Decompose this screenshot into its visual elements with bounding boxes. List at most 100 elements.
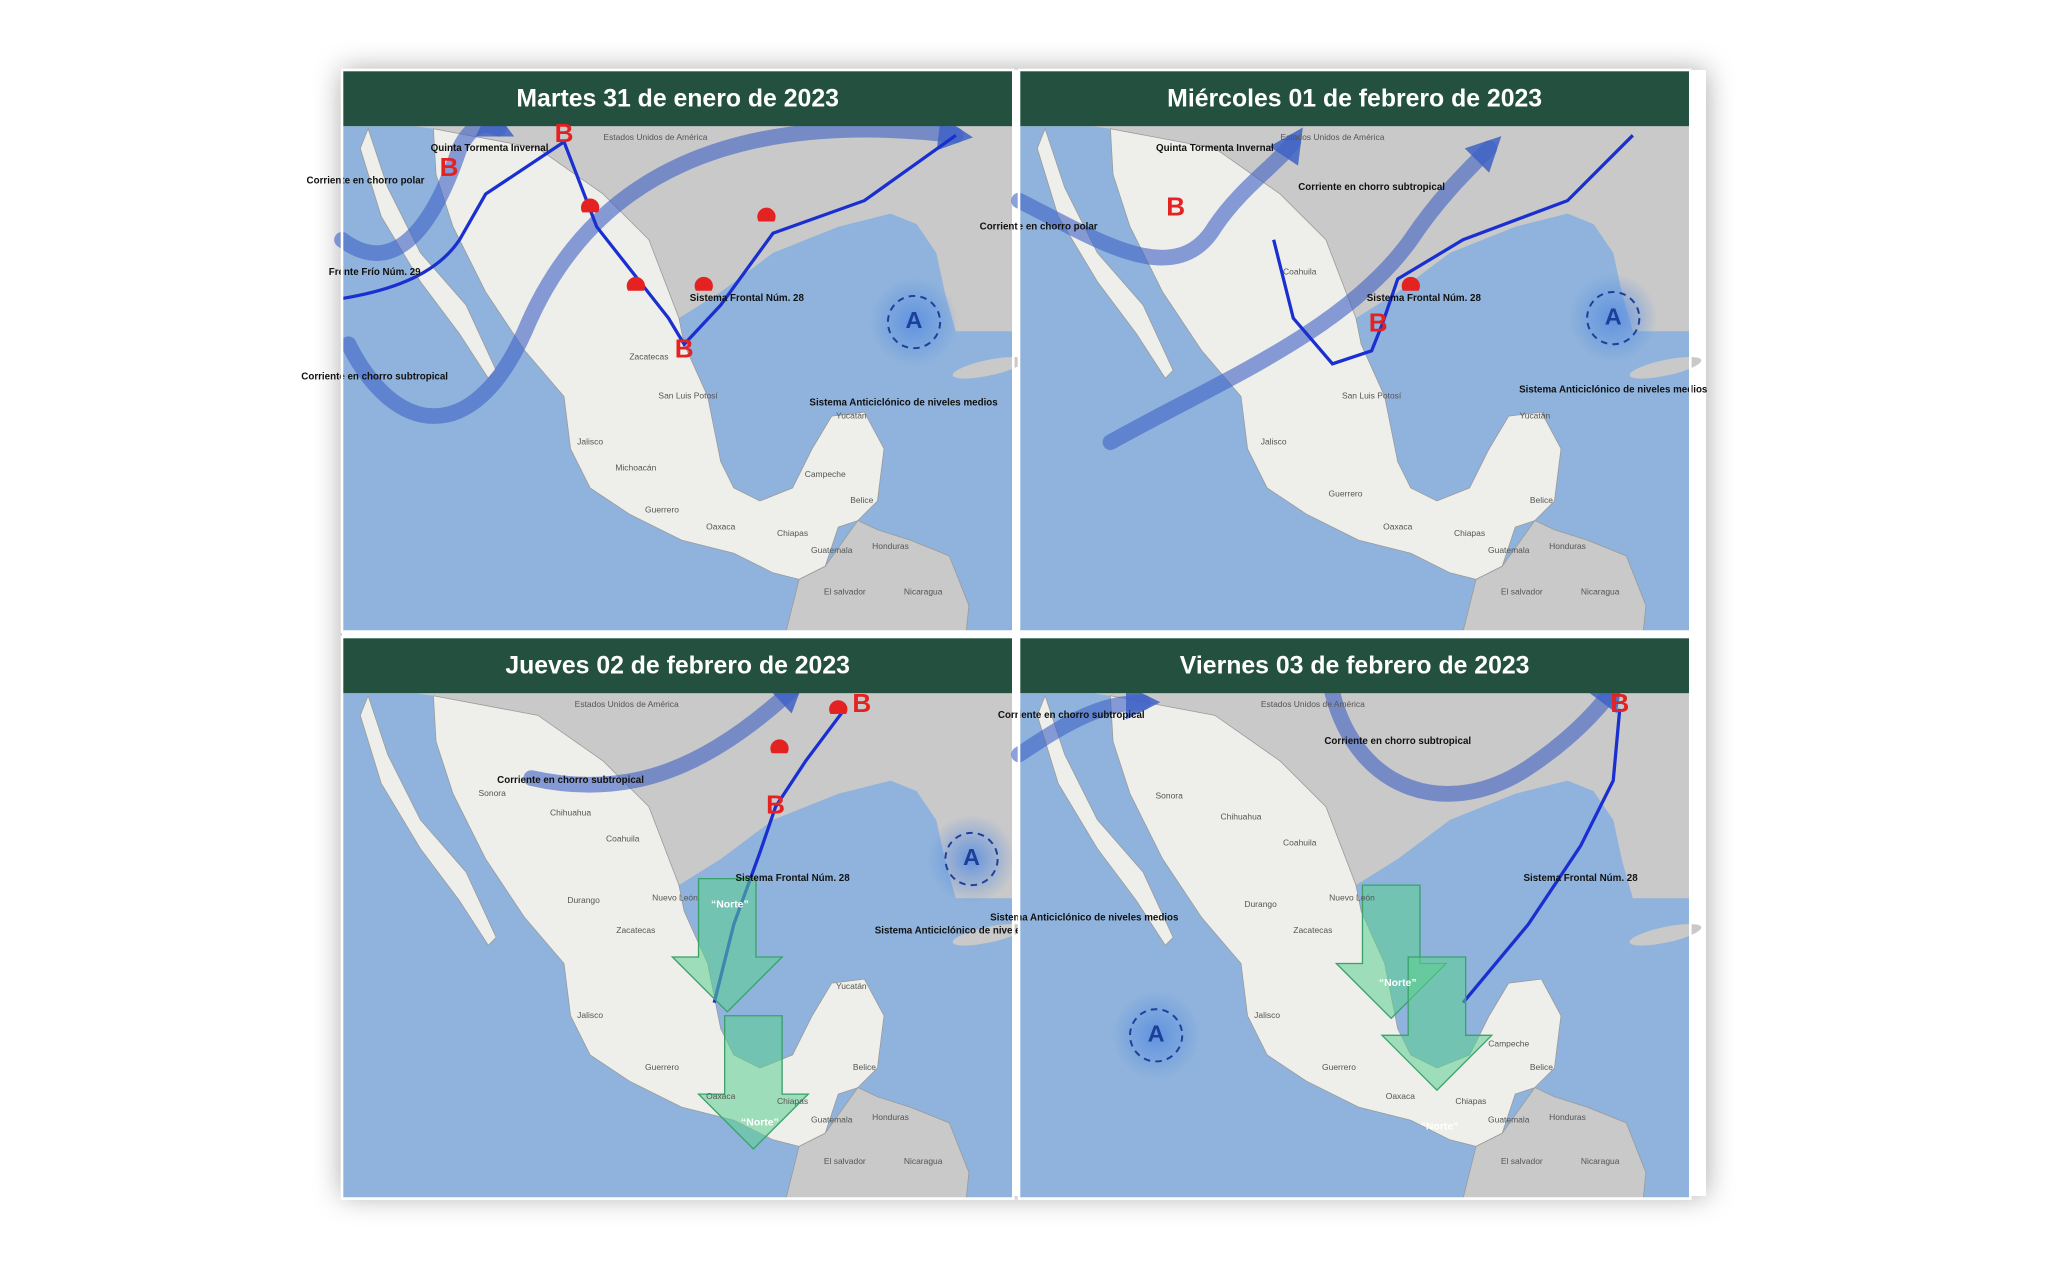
high-ring (886, 294, 942, 350)
place-label: Chiapas (1454, 528, 1485, 538)
place-label: Durango (567, 895, 600, 905)
system-label: Sistema Frontal Núm. 28 (735, 873, 850, 884)
place-label: Chihuahua (1221, 811, 1262, 821)
place-label: Yucatán (836, 981, 867, 991)
system-label: Corriente en chorro subtropical (1324, 736, 1471, 747)
norte-label: “Norte” (1421, 1122, 1459, 1133)
high-pressure-marker: A (1148, 1021, 1165, 1047)
place-label: Guerrero (1322, 1062, 1356, 1072)
warm-front-symbol (757, 207, 776, 222)
place-label: Honduras (1549, 1112, 1586, 1122)
warm-front-symbol (770, 739, 789, 754)
low-pressure-marker: B (1166, 191, 1185, 221)
system-label: Sistema Frontal Núm. 28 (1367, 293, 1482, 304)
place-label: El salvador (824, 587, 866, 597)
place-label: Yucatán (1520, 410, 1551, 420)
low-pressure-marker: B (440, 152, 459, 182)
place-label: Jalisco (1261, 436, 1287, 446)
system-label: Frente Frío Núm. 29 (329, 267, 421, 278)
jet-stream (340, 116, 973, 424)
place-label: Nicaragua (904, 1156, 943, 1166)
place-label: Durango (1244, 899, 1277, 909)
panel-header (342, 70, 1014, 127)
mexico-land (433, 128, 885, 580)
cuba-land (1629, 356, 1702, 379)
system-label: Corriente en chorro subtropical (301, 372, 448, 383)
system-label: Sistema Anticiclónico de niveles medios (1519, 385, 1708, 396)
system-label: Sistema Frontal Núm. 28 (690, 293, 805, 304)
high-glow (927, 814, 1016, 904)
cold-front (1272, 134, 1634, 366)
norte-arrow (670, 877, 784, 1013)
place-label: Guerrero (645, 504, 679, 514)
place-label: Estados Unidos de América (603, 132, 707, 142)
usa-land (342, 126, 1014, 332)
place-label: San Luis Potosí (658, 391, 718, 401)
low-pressure-marker: B (766, 790, 785, 820)
place-label: Estados Unidos de América (1280, 132, 1384, 142)
low-pressure-marker: B (675, 334, 694, 364)
cuba-land (1629, 923, 1702, 946)
panel-header (1019, 637, 1691, 694)
place-label: Chihuahua (550, 808, 591, 818)
panel-border (340, 635, 1015, 1200)
place-label: Campeche (805, 469, 846, 479)
place-label: Coahuila (606, 834, 640, 844)
cold-front (341, 133, 957, 347)
panel-title: Martes 31 de enero de 2023 (516, 86, 839, 113)
mexico-land (433, 695, 885, 1147)
place-label: Guerrero (645, 1062, 679, 1072)
central-america-land (1462, 1087, 1647, 1199)
panel-border (1017, 68, 1692, 633)
high-glow (1111, 990, 1201, 1080)
system-label: Corriente en chorro subtropical (497, 775, 644, 786)
low-pressure-marker: B (555, 118, 574, 148)
place-label: Estados Unidos de América (575, 699, 679, 709)
system-label: Corriente en chorro subtropical (1298, 182, 1445, 193)
warm-front-symbol (1401, 276, 1420, 291)
cold-front (1461, 708, 1622, 1004)
system-label: Sistema Anticiclónico de niveles medios (809, 398, 998, 409)
place-label: Nicaragua (904, 587, 943, 597)
place-label: Chiapas (777, 1096, 808, 1106)
place-label: Belice (1530, 495, 1553, 505)
map-panel: Martes 31 de enero de 2023 Quinta Torment… (301, 68, 1025, 633)
place-label: Guatemala (811, 1114, 853, 1124)
place-label: Sonora (479, 788, 507, 798)
place-label: El salvador (1501, 1156, 1543, 1166)
high-pressure-marker: A (963, 844, 980, 870)
panel-title: Jueves 02 de febrero de 2023 (505, 653, 850, 680)
usa-land (1019, 126, 1691, 332)
place-label: Oaxaca (706, 521, 735, 531)
place-label: Guatemala (811, 545, 853, 555)
system-label: Corriente en chorro polar (307, 176, 425, 187)
panel-border (1017, 635, 1692, 1200)
place-label: San Luis Potosí (1342, 391, 1402, 401)
place-label: Belice (853, 1062, 876, 1072)
place-label: Michoacán (615, 463, 656, 473)
central-america-land (1462, 520, 1647, 632)
system-label: Sistema Anticiclónico de niveles medios (990, 912, 1179, 923)
place-label: El salvador (824, 1156, 866, 1166)
norte-arrow (1380, 956, 1494, 1092)
norte-label: “Norte” (711, 899, 749, 910)
high-pressure-marker: A (906, 307, 923, 333)
place-label: Guatemala (1488, 1114, 1530, 1124)
place-label: Honduras (872, 1112, 909, 1122)
warm-front-symbol (580, 198, 600, 213)
place-label: Honduras (872, 541, 909, 551)
place-label: Belice (1530, 1062, 1553, 1072)
panel-title: Viernes 03 de febrero de 2023 (1180, 653, 1530, 680)
usa-land (1019, 693, 1691, 899)
place-label: Sonora (1156, 791, 1184, 801)
place-label: Jalisco (577, 1010, 603, 1020)
cuba-land (952, 356, 1025, 379)
baja-land (1036, 694, 1174, 946)
map-panel: Jueves 02 de febrero de 2023 Corriente en… (340, 635, 1064, 1200)
place-label: Estados Unidos de América (1261, 699, 1365, 709)
low-pressure-marker: B (1610, 688, 1629, 718)
place-label: Zacatecas (629, 352, 668, 362)
central-america-land (785, 1087, 970, 1199)
place-label: Jalisco (1254, 1010, 1280, 1020)
